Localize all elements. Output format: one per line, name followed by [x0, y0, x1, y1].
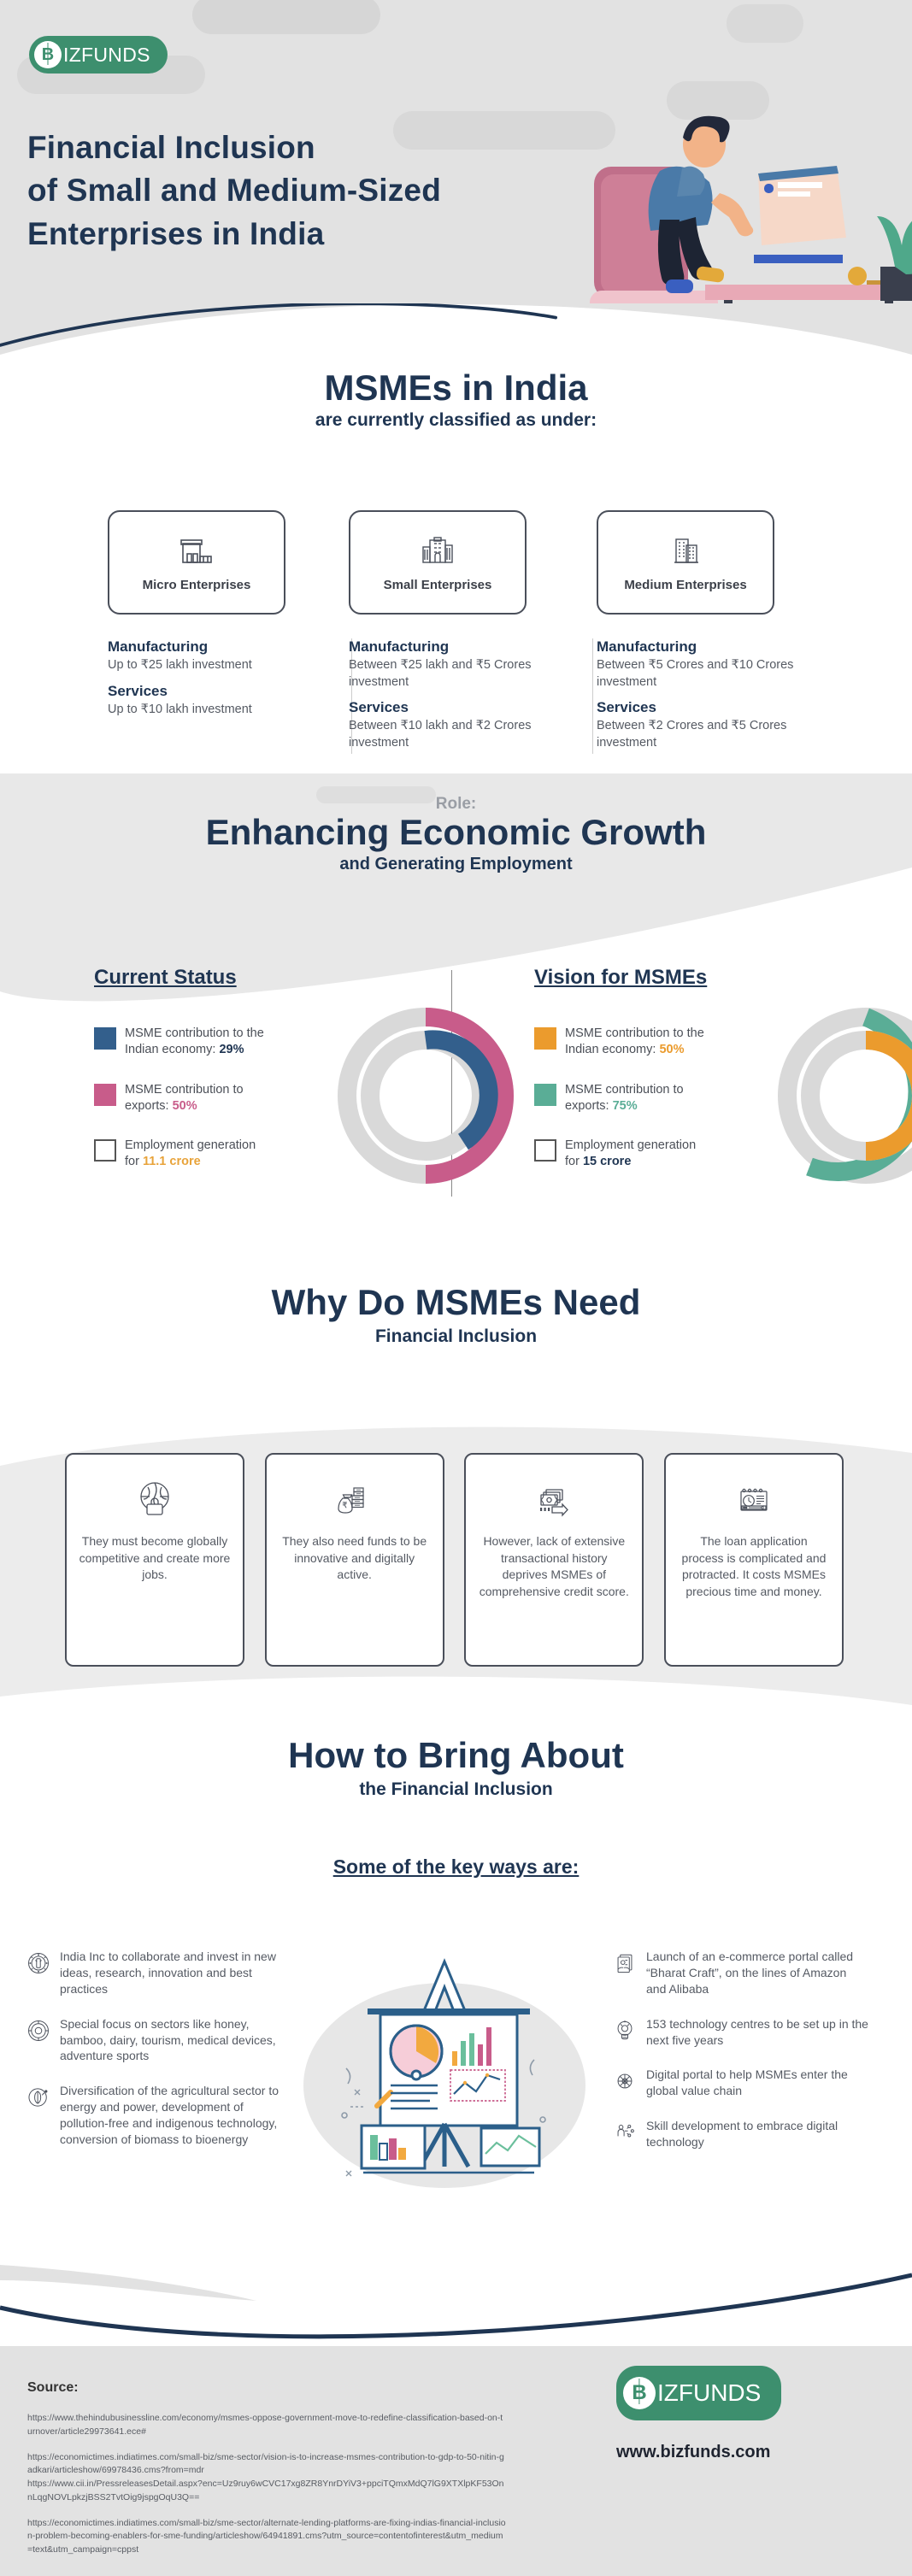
svg-text:₹: ₹	[342, 1501, 347, 1509]
